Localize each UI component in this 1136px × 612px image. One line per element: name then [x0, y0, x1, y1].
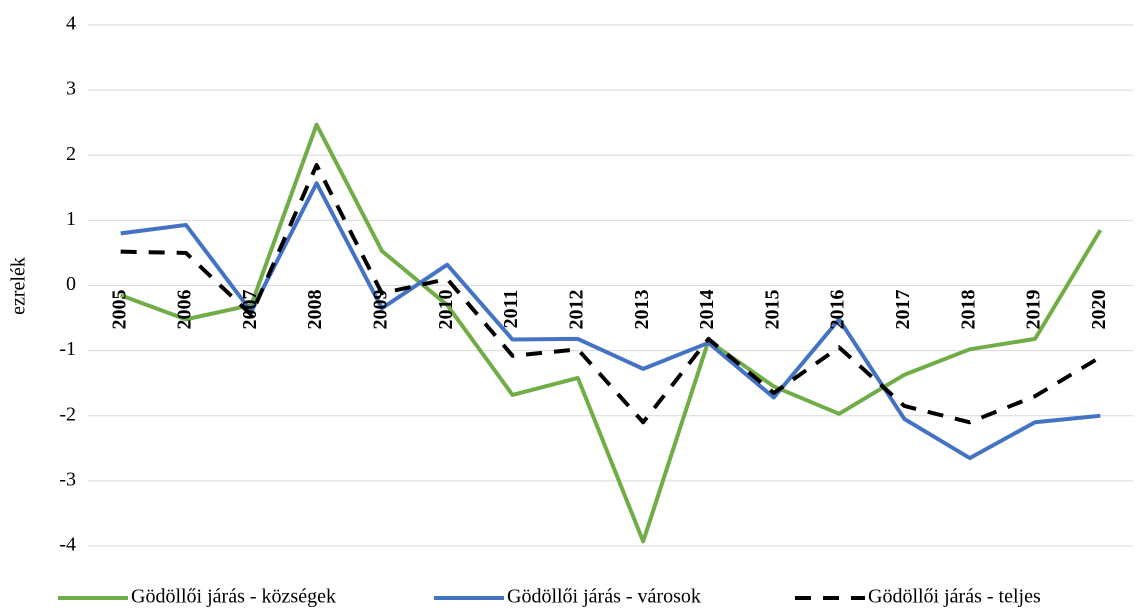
- x-tick-label: 2009: [370, 290, 392, 330]
- y-tick-label: -2: [59, 403, 76, 425]
- y-tick-label: 0: [66, 273, 76, 295]
- x-tick-label: 2014: [696, 290, 718, 330]
- y-tick-label: 3: [66, 78, 76, 100]
- series-line: [120, 181, 1101, 461]
- x-tick-label: 2016: [827, 290, 849, 330]
- x-tick-label: 2008: [304, 290, 326, 330]
- legend-label: Gödöllői járás - városok: [507, 586, 701, 608]
- legend-label: Gödöllői járás - teljes: [868, 586, 1041, 608]
- y-tick-label: -4: [59, 534, 76, 556]
- x-tick-label: 2005: [108, 290, 130, 330]
- y-axis-label: ezrelék: [8, 257, 30, 315]
- x-tick-label: 2010: [435, 290, 457, 330]
- x-tick-label: 2013: [631, 290, 653, 330]
- x-tick-label: 2007: [239, 290, 261, 330]
- x-tick-label: 2019: [1023, 290, 1045, 330]
- x-tick-label: 2011: [500, 290, 522, 329]
- x-tick-label: 2017: [892, 290, 914, 330]
- series-line: [120, 163, 1102, 425]
- y-tick-label: -3: [59, 468, 76, 490]
- x-tick-label: 2015: [761, 290, 783, 330]
- y-tick-label: -1: [59, 338, 76, 360]
- x-tick-label: 2012: [565, 290, 587, 330]
- series-line: [119, 122, 1103, 544]
- x-tick-label: 2018: [957, 290, 979, 330]
- y-tick-label: 2: [66, 143, 76, 165]
- y-tick-label: 1: [66, 208, 76, 230]
- y-tick-label: 4: [66, 13, 76, 35]
- x-tick-label: 2006: [174, 290, 196, 330]
- x-tick-label: 2020: [1088, 290, 1110, 330]
- legend-label: Gödöllői járás - községek: [131, 586, 336, 608]
